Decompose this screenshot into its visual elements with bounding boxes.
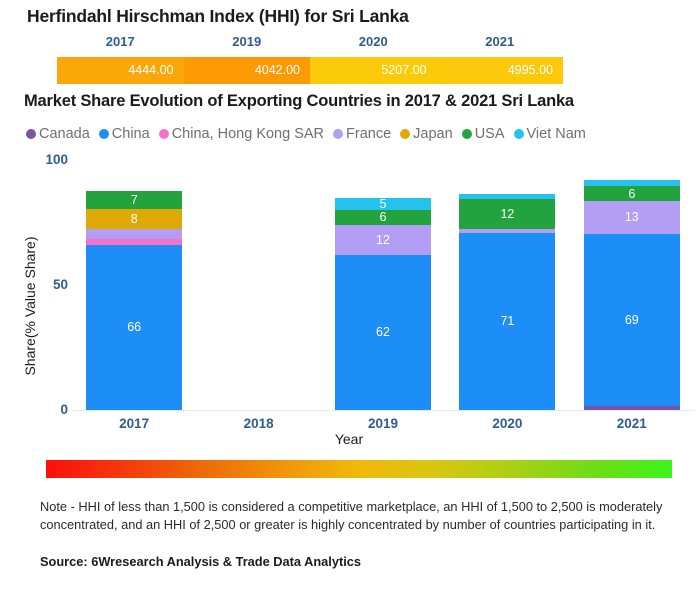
bar-segment-value: 12 [376, 232, 390, 247]
bar-segment-value: 7 [130, 192, 138, 207]
legend-item-france[interactable]: France [333, 126, 391, 142]
hhi-segment: 4444.00 [57, 57, 184, 84]
legend-item-label: Canada [39, 126, 90, 142]
bar-segment-value: 12 [500, 206, 515, 221]
hhi-segment: 5207.00 [310, 57, 437, 84]
bar-segment [86, 238, 183, 245]
hhi-year-label: 2020 [358, 34, 388, 49]
bar-segment-value: 62 [376, 325, 390, 340]
legend-item-china-hong-kong-sar[interactable]: China, Hong Kong SAR [158, 126, 325, 142]
x-axis-label: Year [334, 431, 364, 447]
legend-color-dot-icon [26, 129, 36, 139]
bar-segment-value: 5 [379, 196, 387, 211]
stacked-bars-group: 7 8 66 2017 2018 5 6 12 62 2019 12 71 2020 6 13 69 2021 [72, 160, 694, 431]
hhi-segment-value: 5207.00 [381, 63, 427, 77]
bar-segment: 12 [335, 225, 431, 255]
x-axis-tick: 2021 [616, 416, 647, 431]
legend-item-viet-nam[interactable]: Viet Nam [513, 126, 586, 142]
chart-legend: Canada China China, Hong Kong SAR France Jap… [26, 126, 595, 142]
legend-item-usa[interactable]: USA [461, 126, 505, 142]
bar-segment: 7 [86, 191, 183, 209]
stacked-bar[interactable]: 12 71 [459, 193, 556, 410]
hhi-segment-value: 4444.00 [128, 63, 174, 77]
bar-segment: 62 [335, 255, 431, 410]
hhi-year-label: 2017 [105, 34, 135, 49]
legend-item-japan[interactable]: Japan [400, 126, 453, 142]
bar-segment: 13 [583, 201, 680, 234]
bar-segment-value: 6 [628, 186, 636, 201]
bar-segment [86, 228, 183, 239]
stacked-bar[interactable]: 7 8 66 [86, 191, 183, 410]
plot-area: Share(% Value Share) 0 50 100 7 8 66 2017 2018… [0, 148, 698, 448]
chart-title: Market Share Evolution of Exporting Coun… [24, 92, 574, 110]
bar-segment-value: 6 [379, 210, 387, 225]
x-axis-tick: 2019 [367, 416, 399, 431]
y-axis-ticks: 0 50 100 [0, 148, 68, 428]
y-axis-tick: 50 [52, 277, 68, 292]
legend-color-dot-icon [98, 129, 109, 139]
bar-segment-value: 69 [624, 312, 639, 327]
bar-segment: 6 [583, 186, 680, 202]
bar-segment-value: 8 [130, 211, 138, 226]
bar-segment: 6 [335, 210, 431, 225]
hhi-segment-value: 4042.00 [254, 63, 300, 77]
bar-segment: 69 [583, 233, 680, 407]
legend-item-label: USA [474, 126, 505, 142]
bar-segment [459, 193, 556, 199]
legend-item-canada[interactable]: Canada [26, 126, 90, 142]
hhi-title: Herfindahl Hirschman Index (HHI) for Sri… [27, 6, 409, 26]
legend-color-dot-icon [158, 129, 169, 139]
legend-color-dot-icon [461, 129, 472, 139]
x-axis-line [72, 410, 694, 411]
hhi-segment-value: 4995.00 [507, 63, 553, 77]
hhi-segment: 4995.00 [436, 57, 563, 84]
bar-segment [583, 180, 680, 187]
legend-item-label: Viet Nam [526, 126, 586, 142]
footnote-text: Note - HHI of less than 1,500 is conside… [40, 499, 663, 532]
bar-segment: 71 [459, 232, 556, 410]
x-axis-tick: 2018 [243, 416, 274, 431]
hhi-segment: 4042.00 [183, 57, 310, 84]
bar-segment [459, 228, 556, 233]
bar-segment [583, 406, 680, 410]
legend-item-label: France [346, 126, 392, 142]
bar-segment: 12 [459, 198, 556, 229]
legend-color-dot-icon [513, 129, 524, 139]
legend-item-china[interactable]: China [98, 126, 150, 142]
legend-item-label: China [111, 126, 150, 142]
legend-color-dot-icon [333, 129, 344, 139]
legend-item-label: China, Hong Kong SAR [171, 126, 325, 142]
legend-color-dot-icon [400, 129, 411, 139]
hhi-gradient-scale-bar [46, 460, 672, 478]
bar-segment: 66 [86, 245, 183, 410]
bar-segment-value: 71 [500, 314, 515, 328]
x-axis-tick: 2020 [492, 416, 523, 431]
bar-segment-value: 13 [624, 210, 639, 225]
source-text: Source: 6Wresearch Analysis & Trade Data… [40, 554, 362, 569]
hhi-year-label: 2021 [485, 34, 515, 49]
bar-segment: 5 [335, 196, 431, 211]
y-axis-tick: 100 [45, 152, 68, 167]
bar-segment-value: 66 [127, 320, 142, 335]
bar-segment: 8 [86, 208, 183, 229]
stacked-bar[interactable]: 5 6 12 62 [335, 196, 431, 410]
x-axis-tick: 2017 [119, 416, 150, 431]
stacked-bar[interactable]: 6 13 69 [583, 180, 680, 410]
hhi-year-label: 2019 [232, 34, 262, 49]
y-axis-tick: 0 [60, 402, 68, 417]
legend-item-label: Japan [413, 126, 453, 142]
hhi-value-bar: 4444.00 4042.00 5207.00 4995.00 [57, 57, 563, 84]
hhi-year-row: 2017 2019 2020 2021 [57, 33, 563, 51]
